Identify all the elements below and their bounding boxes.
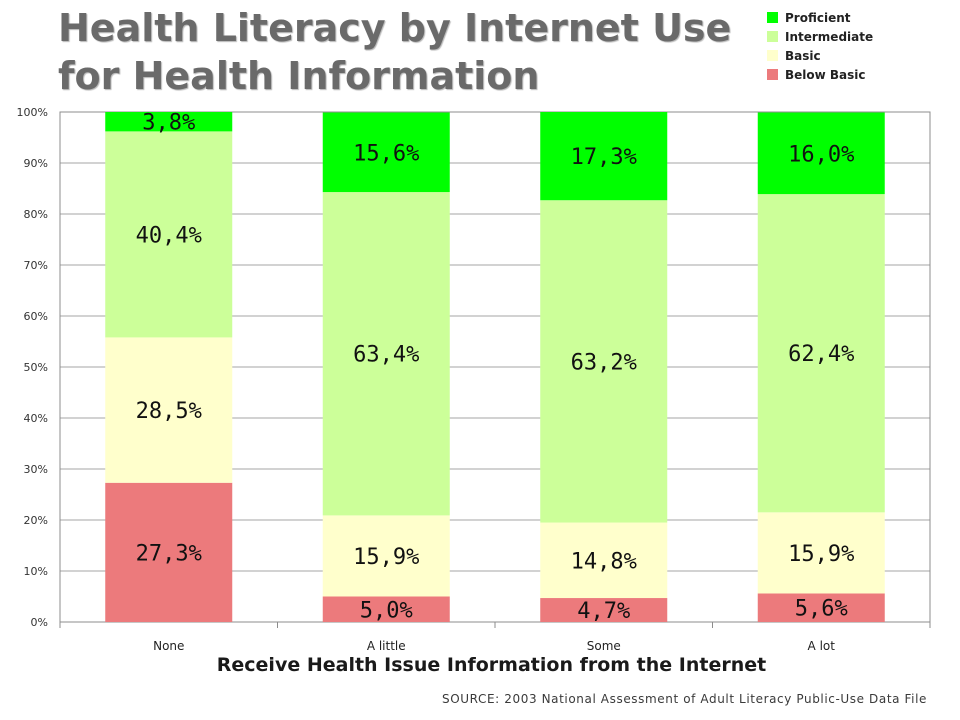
bar-intermediate-a-little [322, 192, 450, 516]
bar-intermediate-some [540, 200, 668, 523]
chart-title: Health Literacy by Internet Use for Heal… [58, 4, 758, 100]
legend-swatch [767, 69, 778, 80]
y-tick-label: 30% [24, 463, 48, 476]
legend-label: Intermediate [785, 29, 874, 44]
source-note: SOURCE: 2003 National Assessment of Adul… [442, 692, 927, 706]
bar-basic-none [105, 337, 233, 483]
bar-below-basic-a-little [322, 596, 450, 622]
legend-swatch [767, 50, 778, 61]
x-tick-label-a-little: A little [367, 639, 406, 653]
y-tick-label: 0% [31, 616, 48, 629]
data-label-basic-some: 14,8% [571, 549, 637, 574]
y-tick-label: 70% [24, 259, 48, 272]
chart-title-line-2: for Health Information [58, 54, 540, 98]
bar-below-basic-none [105, 482, 233, 622]
data-label-basic-a-lot: 15,9% [788, 542, 854, 567]
y-tick-label: 50% [24, 361, 48, 374]
bar-proficient-none [105, 112, 233, 132]
y-tick-label: 90% [24, 157, 48, 170]
y-tick-label: 80% [24, 208, 48, 221]
legend-item-intermediate: Intermediate [767, 27, 873, 46]
data-label-intermediate-a-little: 63,4% [353, 343, 419, 368]
x-tick-label-none: None [153, 639, 184, 653]
bar-below-basic-some [540, 598, 668, 622]
data-label-intermediate-some: 63,2% [571, 350, 637, 375]
bar-intermediate-a-lot [757, 194, 885, 513]
legend-item-basic: Basic [767, 46, 873, 65]
data-label-basic-none: 28,5% [136, 399, 202, 424]
legend-item-below-basic: Below Basic [767, 65, 873, 84]
bar-proficient-some [540, 112, 668, 201]
y-tick-label: 100% [17, 106, 48, 119]
x-tick-label-a-lot: A lot [808, 639, 836, 653]
bar-proficient-a-lot [757, 112, 885, 195]
data-label-basic-a-little: 15,9% [353, 545, 419, 570]
data-label-proficient-some: 17,3% [571, 145, 637, 170]
legend-swatch [767, 12, 778, 23]
data-label-below-basic-a-lot: 5,6% [795, 597, 848, 622]
y-tick-label: 10% [24, 565, 48, 578]
bar-intermediate-none [105, 131, 233, 338]
bar-basic-a-little [322, 515, 450, 597]
data-label-proficient-a-little: 15,6% [353, 141, 419, 166]
y-tick-label: 60% [24, 310, 48, 323]
legend-label: Basic [785, 48, 821, 63]
y-tick-label: 40% [24, 412, 48, 425]
x-axis-title: Receive Health Issue Information from th… [216, 654, 767, 676]
data-label-intermediate-a-lot: 62,4% [788, 342, 854, 367]
bar-basic-a-lot [757, 512, 885, 594]
legend-label: Below Basic [785, 67, 866, 82]
data-label-proficient-none: 3,8% [142, 111, 195, 136]
legend-swatch [767, 31, 778, 42]
bar-below-basic-a-lot [757, 593, 885, 622]
data-label-proficient-a-lot: 16,0% [788, 142, 854, 167]
x-tick-label-some: Some [587, 639, 621, 653]
bar-proficient-a-little [322, 112, 450, 193]
bar-basic-some [540, 522, 668, 599]
legend-label: Proficient [785, 10, 851, 25]
data-label-below-basic-some: 4,7% [577, 599, 630, 624]
chart-title-line-1: Health Literacy by Internet Use [58, 6, 732, 50]
data-label-below-basic-a-little: 5,0% [360, 598, 413, 623]
data-label-intermediate-none: 40,4% [136, 223, 202, 248]
legend-item-proficient: Proficient [767, 8, 873, 27]
y-tick-label: 20% [24, 514, 48, 527]
chart-legend: Proficient Intermediate Basic Below Basic [767, 8, 873, 84]
data-label-below-basic-none: 27,3% [136, 541, 202, 566]
